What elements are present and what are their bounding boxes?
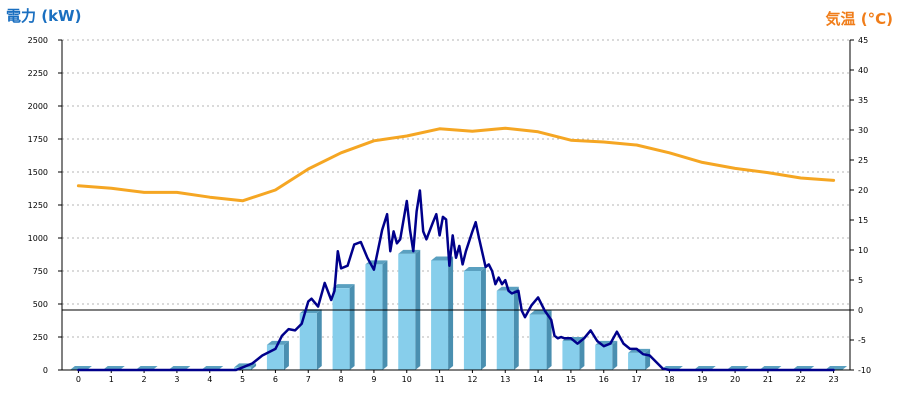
x-tick-label: 16 [599, 375, 609, 384]
x-tick-label: 2 [142, 375, 147, 384]
x-tick-label: 0 [76, 375, 81, 384]
left-tick-label: 2500 [28, 36, 48, 45]
right-axis-title: 気温 (°C) [826, 10, 893, 28]
bar [529, 310, 552, 370]
left-tick-label: 1500 [28, 168, 48, 177]
x-tick-label: 15 [566, 375, 576, 384]
x-tick-label: 6 [273, 375, 278, 384]
bar [365, 260, 388, 370]
line-series [76, 126, 836, 372]
bar-side [579, 336, 585, 370]
right-tick-label: 45 [858, 36, 868, 45]
x-tick-label: 1 [109, 375, 114, 384]
x-tick-label: 18 [664, 375, 674, 384]
power-actual-line [77, 189, 835, 372]
right-tick-label: 25 [858, 156, 868, 165]
x-tick-label: 19 [697, 375, 707, 384]
x-tick-label: 17 [631, 375, 641, 384]
bar [299, 309, 322, 370]
left-tick-label: 750 [33, 267, 48, 276]
bar-face [431, 260, 449, 370]
left-tick-label: 250 [33, 333, 48, 342]
bar-top [332, 284, 355, 289]
bar-side [349, 284, 355, 370]
bar-side [283, 340, 289, 370]
x-tick-label: 13 [500, 375, 510, 384]
axes [58, 39, 854, 373]
left-axis-title: 電力 (kW) [6, 7, 81, 25]
x-tick-label: 7 [306, 375, 311, 384]
x-tick-label: 20 [730, 375, 740, 384]
bar-face [529, 314, 547, 370]
bar-side [251, 363, 257, 370]
x-tick-label: 22 [796, 375, 806, 384]
tick-labels: 02505007501000125015001750200022502500-1… [28, 36, 871, 384]
right-tick-label: 15 [858, 216, 868, 225]
bar-top [463, 267, 486, 271]
left-tick-label: 2000 [28, 102, 48, 111]
left-tick-label: 0 [43, 366, 48, 375]
right-tick-label: -5 [858, 336, 866, 345]
bar [595, 340, 618, 370]
bar-side [546, 310, 552, 370]
gridlines [62, 39, 850, 338]
bar-side [382, 260, 388, 370]
bar-face [398, 253, 416, 370]
bar-face [595, 344, 613, 370]
right-tick-label: 40 [858, 66, 868, 75]
x-tick-label: 4 [207, 375, 212, 384]
bar-side [316, 309, 322, 370]
bar-face [463, 271, 481, 370]
x-tick-label: 3 [174, 375, 179, 384]
x-tick-label: 21 [763, 375, 773, 384]
bar-face [365, 264, 383, 370]
x-tick-label: 8 [339, 375, 344, 384]
bar [332, 284, 355, 370]
bar-side [480, 267, 486, 370]
bar-side [448, 256, 454, 370]
x-tick-label: 11 [434, 375, 444, 384]
bar-series [69, 249, 848, 370]
temperature-line [76, 126, 836, 203]
x-tick-label: 12 [467, 375, 477, 384]
bar-side [612, 340, 618, 370]
bar-top [398, 249, 421, 254]
bar-face [299, 313, 317, 370]
bar-face [332, 288, 350, 370]
left-tick-label: 1250 [28, 201, 48, 210]
x-tick-label: 5 [240, 375, 245, 384]
bar-face [562, 340, 580, 370]
bar-face [496, 290, 514, 370]
left-tick-label: 2250 [28, 69, 48, 78]
right-tick-label: 10 [858, 246, 868, 255]
right-tick-label: 30 [858, 126, 868, 135]
left-tick-label: 500 [33, 300, 48, 309]
right-tick-label: 20 [858, 186, 868, 195]
bar-face [628, 352, 646, 370]
x-tick-label: 9 [371, 375, 376, 384]
right-tick-label: -10 [858, 366, 871, 375]
left-tick-label: 1000 [28, 234, 48, 243]
x-tick-label: 14 [533, 375, 543, 384]
left-tick-label: 1750 [28, 135, 48, 144]
x-tick-label: 10 [402, 375, 412, 384]
bar [431, 256, 454, 370]
bar-side [513, 286, 519, 370]
right-tick-label: 0 [858, 306, 863, 315]
right-tick-label: 35 [858, 96, 868, 105]
x-tick-label: 23 [828, 375, 838, 384]
bar [463, 267, 486, 370]
bar [496, 286, 519, 370]
right-tick-label: 5 [858, 276, 863, 285]
